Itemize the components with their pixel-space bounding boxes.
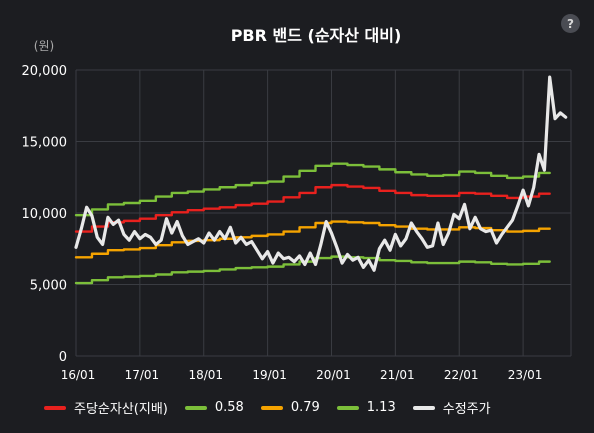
legend-item[interactable]: 수정주가 bbox=[412, 398, 491, 417]
chart-title: PBR 밴드 (순자산 대비) bbox=[231, 26, 402, 45]
x-tick-label: 21/01 bbox=[380, 368, 415, 382]
legend: 주당순자산(지배) 0.58 0.79 1.13 수정주가 bbox=[44, 398, 508, 417]
series-line-1 bbox=[74, 220, 551, 259]
x-tick-label: 19/01 bbox=[252, 368, 287, 382]
y-axis: 0 5,000 10,000 15,000 20,000 bbox=[22, 64, 68, 365]
help-icon[interactable]: ? bbox=[561, 14, 580, 33]
y-tick-label: 10,000 bbox=[22, 207, 68, 222]
series-line-4 bbox=[74, 75, 568, 272]
x-tick-label: 17/01 bbox=[125, 368, 160, 382]
legend-swatch bbox=[336, 405, 359, 410]
x-tick-label: 16/01 bbox=[61, 368, 96, 382]
legend-item[interactable]: 1.13 bbox=[336, 400, 396, 415]
x-tick-label: 22/01 bbox=[444, 368, 479, 382]
legend-label: 0.58 bbox=[214, 400, 244, 415]
legend-label: 1.13 bbox=[366, 400, 396, 415]
legend-item[interactable]: 0.58 bbox=[184, 400, 244, 415]
y-axis-unit: (원) bbox=[34, 39, 54, 53]
legend-swatch bbox=[412, 405, 435, 410]
x-tick-label: 23/01 bbox=[508, 368, 543, 382]
y-tick-label: 20,000 bbox=[22, 64, 68, 79]
series-group bbox=[74, 75, 568, 285]
x-tick-label: 20/01 bbox=[316, 368, 351, 382]
y-tick-label: 15,000 bbox=[22, 136, 68, 151]
x-tick-label: 18/01 bbox=[188, 368, 223, 382]
legend-label: 주당순자산(지배) bbox=[74, 402, 168, 417]
legend-swatch bbox=[44, 405, 66, 410]
legend-label: 0.79 bbox=[290, 400, 320, 415]
legend-swatch bbox=[184, 405, 207, 410]
series-line-2 bbox=[74, 183, 551, 233]
legend-label: 수정주가 bbox=[442, 402, 491, 417]
legend-item[interactable]: 0.79 bbox=[260, 400, 320, 415]
x-axis: 16/01 17/01 18/01 19/01 20/01 21/01 22/01 23/01 bbox=[61, 368, 543, 382]
legend-swatch bbox=[260, 405, 283, 410]
y-tick-label: 5,000 bbox=[30, 279, 67, 294]
series-line-3 bbox=[74, 162, 551, 217]
y-tick-label: 0 bbox=[59, 350, 67, 365]
legend-item[interactable]: 주당순자산(지배) bbox=[44, 398, 168, 417]
grid bbox=[75, 69, 572, 357]
